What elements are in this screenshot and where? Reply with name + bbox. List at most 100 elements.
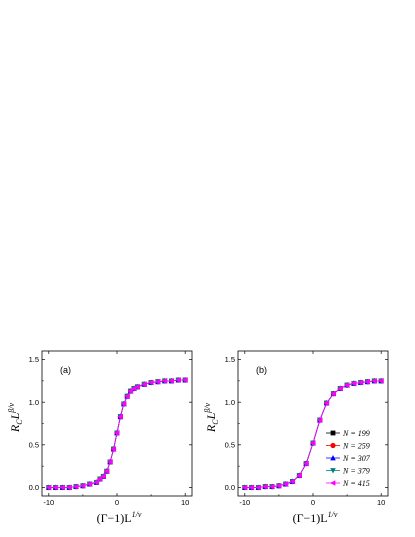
legend-item: N = 259 [326,442,370,451]
series-415 [45,377,188,491]
data-point [364,378,370,385]
y-tick-label: 0.5 [225,440,235,449]
data-point [161,378,168,384]
legend-item: N = 379 [326,467,370,476]
panel-label: (a) [60,365,71,375]
data-point [110,446,116,452]
data-point [52,484,59,491]
y-axis-title-main: R [204,424,218,433]
data-point [269,483,275,490]
series-415 [241,378,384,491]
data-point [120,401,127,407]
legend-label: N = 259 [342,442,370,451]
data-point [241,484,248,491]
chart-panel-a: -10 0 10 0.0 0.5 1.0 1.5 (a) (Γ−1)L1/ν RCLβ/ν [7,350,193,525]
data-point [168,378,174,384]
legend-item: N = 199 [326,429,370,438]
data-point [148,379,154,386]
y-axis-title-mid: L [8,412,22,420]
data-point [66,484,72,491]
x-axis-title-main: (Γ−1)L [97,511,132,525]
data-point [103,468,110,475]
data-point [79,482,86,489]
data-point [350,380,357,387]
legend-marker [330,480,336,486]
data-point [86,481,93,487]
data-point [337,385,343,392]
plot-area [241,377,384,491]
data-point [316,417,323,423]
data-point [93,479,99,486]
data-point [275,482,282,489]
legend-label: N = 199 [342,429,370,438]
x-tick-label: 10 [377,498,385,507]
data-point [282,481,289,487]
legend-label: N = 415 [342,479,370,488]
y-tick-label: 1.5 [225,355,235,364]
data-point [100,473,106,480]
legend-marker [330,430,336,436]
y-axis-title-sub: C [15,419,24,425]
x-tick-label: 0 [115,498,119,507]
chart-panel-b: -10 0 10 0.0 0.5 1.0 1.5 (b) (Γ−1)L1/ν RCLβ/ν N = … [203,350,389,525]
data-point [296,472,302,479]
data-point [182,377,188,383]
data-point [378,378,384,384]
y-axis-title-sup: β/ν [203,402,212,413]
y-tick-label: 1.0 [29,398,39,407]
x-axis-title-main: (Γ−1)L [293,511,328,525]
data-point [344,382,350,388]
y-axis-title-mid: L [204,412,218,420]
x-axis-title-sup: 1/ν [328,510,338,519]
x-axis-title-sup: 1/ν [132,510,142,519]
data-point [175,377,181,383]
data-point [117,413,123,420]
y-tick-label: 0.0 [225,483,235,492]
data-point [154,378,161,385]
legend-item: N = 415 [326,479,370,488]
data-point [124,393,130,400]
legend-marker [330,455,336,461]
data-point [45,484,52,491]
data-point [96,476,103,482]
data-point [330,390,336,397]
y-axis-title: RCLβ/ν [203,402,220,433]
x-tick-label: -10 [43,498,54,507]
legend: N = 199 N = 259 N = 307 N = 379 N = 415 [326,429,371,488]
y-tick-label: 0.5 [29,440,39,449]
plot-area [45,377,188,491]
y-axis-title-main: R [8,424,22,433]
legend-marker [330,442,336,449]
x-tick-label: -10 [239,498,250,507]
data-point [134,384,140,390]
data-point [59,484,65,491]
y-tick-label: 1.0 [225,398,235,407]
x-axis-title: (Γ−1)L1/ν [97,510,142,525]
data-point [289,478,295,485]
data-point [73,483,79,490]
y-tick-label: 1.5 [29,355,39,364]
data-point [357,379,364,386]
x-tick-label: 0 [311,498,315,507]
data-point [262,483,268,490]
y-axis-title-sub: C [211,419,220,425]
data-point [107,459,113,465]
x-tick-label: 10 [181,498,189,507]
legend-item: N = 307 [326,454,371,463]
data-point [127,388,134,394]
data-point [141,381,147,388]
data-point [323,400,330,406]
panel-label: (b) [256,365,267,375]
x-axis-title: (Γ−1)L1/ν [293,510,338,525]
data-point [248,484,255,491]
data-point [303,460,309,467]
data-point [310,440,316,446]
data-point [114,430,120,436]
y-tick-label: 0.0 [29,483,39,492]
legend-label: N = 307 [342,454,371,463]
data-point [371,378,377,384]
y-axis-title: RCLβ/ν [7,402,24,433]
legend-label: N = 379 [342,467,370,476]
y-axis-title-sup: β/ν [7,402,16,413]
